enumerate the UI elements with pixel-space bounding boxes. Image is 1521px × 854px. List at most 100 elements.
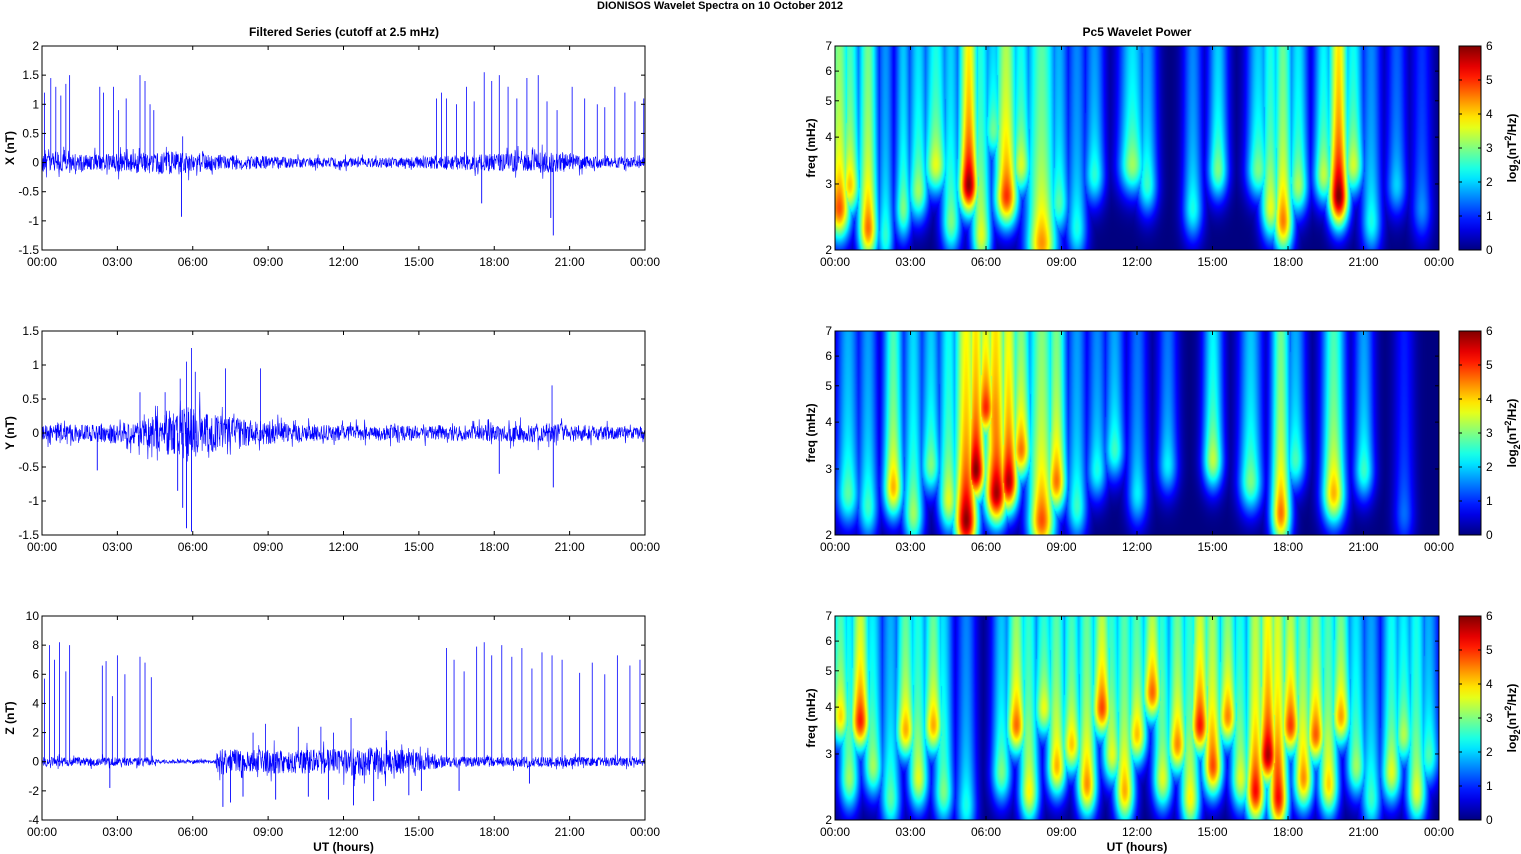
y-tick-label: 1.5: [22, 324, 39, 338]
x-tick-label: 06:00: [178, 825, 208, 839]
x-tick-label: 06:00: [971, 255, 1001, 269]
y-tick-label: 5: [825, 664, 832, 678]
colorbar-gradient: [1458, 330, 1482, 536]
colorbar-tick-label: 5: [1486, 643, 1493, 657]
wavelet-power-image: [835, 616, 1439, 820]
colorbar-tick-label: 1: [1486, 779, 1493, 793]
spike-group-y: [96, 348, 554, 532]
x-tick-label: 12:00: [1122, 825, 1152, 839]
colorbar-gradient: [1458, 45, 1482, 251]
y-tick-label: -0.5: [18, 460, 39, 474]
x-tick-label: 09:00: [1046, 255, 1076, 269]
x-axis-label: UT (hours): [1107, 840, 1168, 854]
y-tick-label: 2: [825, 243, 832, 257]
colorbar-tick-label: 2: [1486, 175, 1493, 189]
x-tick-label: 21:00: [1348, 255, 1378, 269]
wavelet-panel-x: 2 3 4 5 6 7 00:00 03:00 06:00 09:00 12:00 15:00 18:0…: [804, 39, 1454, 269]
colorbar-tick-label: 6: [1486, 609, 1493, 623]
colorbar-tick-label: 2: [1486, 460, 1493, 474]
y-tick-label: -1: [28, 214, 39, 228]
series-panel-y: -1.5 -1 -0.5 0 0.5 1 1.5 00:00 03:00 06:00 09:00 12…: [3, 324, 660, 554]
y-tick-label: 2: [825, 813, 832, 827]
colorbar-tick-label: 1: [1486, 209, 1493, 223]
y-tick-label: 0.5: [22, 126, 39, 140]
colorbar-tick-label: 5: [1486, 73, 1493, 87]
colorbar-tick-label: 4: [1486, 677, 1493, 691]
x-tick-label: 03:00: [102, 255, 132, 269]
x-tick-label: 09:00: [1046, 540, 1076, 554]
x-tick-label: 15:00: [1197, 540, 1227, 554]
y-tick-label: 1: [32, 97, 39, 111]
y-tick-label: 0: [32, 156, 39, 170]
x-tick-label: 03:00: [895, 540, 925, 554]
x-tick-label: 15:00: [404, 540, 434, 554]
x-tick-label: 00:00: [820, 540, 850, 554]
x-axis-label: UT (hours): [313, 840, 374, 854]
y-tick-label: 6: [825, 64, 832, 78]
y-tick-label: 7: [825, 609, 832, 623]
x-tick-label: 18:00: [1273, 540, 1303, 554]
x-tick-label: 00:00: [27, 255, 57, 269]
x-tick-label: 12:00: [1122, 540, 1152, 554]
x-tick-label: 00:00: [630, 825, 660, 839]
y-tick-label: 8: [32, 638, 39, 652]
colorbar-tick-label: 3: [1486, 141, 1493, 155]
x-tick-label: 12:00: [328, 255, 358, 269]
series-line-x: [42, 144, 645, 181]
colorbar-label: log2(nT2/Hz): [1503, 114, 1521, 183]
x-tick-label: 21:00: [1348, 540, 1378, 554]
y-tick-label: 2: [32, 39, 39, 53]
x-tick-label: 03:00: [895, 825, 925, 839]
x-tick-label: 00:00: [820, 825, 850, 839]
colorbar-tick-label: 1: [1486, 494, 1493, 508]
y-tick-label: 6: [32, 667, 39, 681]
figure-title: DIONISOS Wavelet Spectra on 10 October 2…: [597, 0, 843, 12]
colorbar-tick-label: 5: [1486, 358, 1493, 372]
x-tick-label: 00:00: [1424, 255, 1454, 269]
spike-group-x: [44, 72, 645, 236]
x-tick-label: 18:00: [1273, 255, 1303, 269]
y-tick-label: -4: [28, 813, 39, 827]
x-tick-label: 21:00: [1348, 825, 1378, 839]
x-tick-label: 03:00: [895, 255, 925, 269]
x-tick-label: 21:00: [555, 255, 585, 269]
y-tick-label: 4: [825, 700, 832, 714]
x-tick-label: 00:00: [1424, 825, 1454, 839]
colorbar-tick-label: 0: [1486, 813, 1493, 827]
y-tick-label: 10: [26, 609, 40, 623]
x-tick-label: 06:00: [971, 540, 1001, 554]
x-tick-label: 18:00: [479, 540, 509, 554]
colorbar-z: 0 1 2 3 4 5 6 log2(nT2/Hz): [1458, 609, 1521, 827]
series-line-y: [42, 391, 645, 462]
y-tick-label: 3: [825, 462, 832, 476]
colorbar-tick-label: 6: [1486, 324, 1493, 338]
y-axis-label: freq (mHz): [804, 403, 818, 462]
x-tick-label: 15:00: [404, 825, 434, 839]
x-tick-label: 18:00: [479, 825, 509, 839]
y-tick-label: -1.5: [18, 528, 39, 542]
y-tick-label: 5: [825, 94, 832, 108]
x-tick-label: 00:00: [1424, 540, 1454, 554]
y-tick-label: 2: [32, 726, 39, 740]
y-tick-label: 3: [825, 177, 832, 191]
y-tick-label: 1: [32, 358, 39, 372]
x-tick-label: 00:00: [27, 825, 57, 839]
y-axis-label: Y (nT): [3, 416, 17, 450]
wavelet-power-image: [835, 331, 1439, 535]
y-tick-label: -2: [28, 784, 39, 798]
x-tick-label: 09:00: [253, 255, 283, 269]
y-axis-label: X (nT): [3, 131, 17, 165]
y-tick-label: 7: [825, 324, 832, 338]
right-column-title: Pc5 Wavelet Power: [1083, 25, 1192, 39]
left-column-title: Filtered Series (cutoff at 2.5 mHz): [249, 25, 439, 39]
y-tick-label: 4: [825, 130, 832, 144]
x-tick-label: 21:00: [555, 540, 585, 554]
y-tick-label: 4: [32, 696, 39, 710]
x-tick-label: 12:00: [328, 540, 358, 554]
y-tick-label: 5: [825, 379, 832, 393]
x-tick-label: 03:00: [102, 540, 132, 554]
x-tick-label: 15:00: [1197, 825, 1227, 839]
y-tick-label: 1.5: [22, 68, 39, 82]
